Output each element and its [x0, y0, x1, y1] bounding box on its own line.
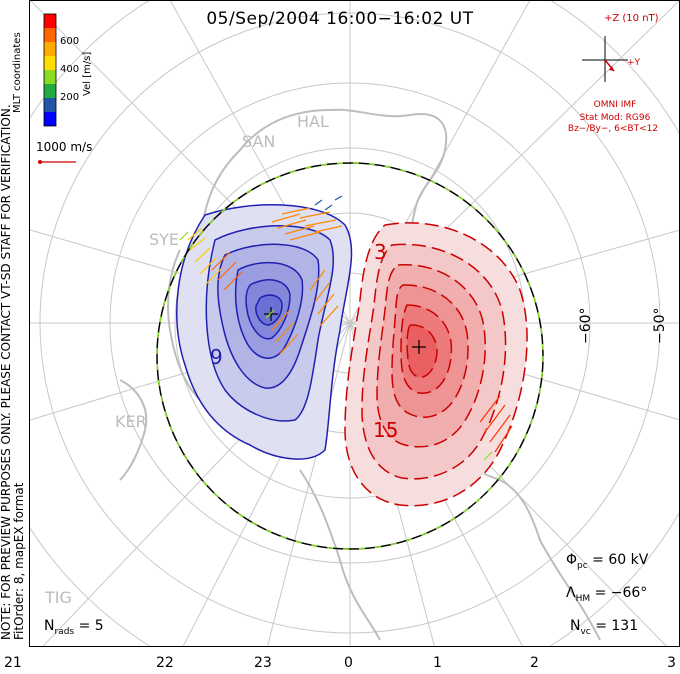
colorbar-tick-600: 600: [60, 36, 80, 47]
imf-z-label: +Z (10 nT): [604, 13, 659, 24]
station-tig: TIG: [45, 588, 72, 607]
contour-label-15: 15: [373, 418, 399, 442]
lat-label-50: −50°: [652, 307, 668, 344]
vector-scale: [38, 160, 76, 164]
preview-note: NOTE: FOR PREVIEW PURPOSES ONLY. PLEASE …: [0, 104, 26, 640]
imf-clock: [582, 36, 628, 82]
imf-y-label: +Y: [627, 58, 641, 68]
mlt-tick-0: 0: [344, 655, 353, 671]
mlt-tick-23: 23: [254, 655, 272, 671]
station-sye: SYE: [149, 230, 180, 249]
contour-label-9: 9: [210, 345, 223, 369]
potential-max-marker: [412, 340, 426, 354]
hm-boundary-green: [156, 162, 544, 550]
vector-scale-label: 1000 m/s: [36, 140, 93, 154]
cross-polar-potential: Φpc = 60 kV: [566, 552, 649, 571]
negative-potential-cell: [176, 204, 353, 460]
colorbar-tick-400: 400: [60, 64, 80, 75]
imf-source: OMNI IMF: [593, 100, 637, 110]
mlt-tick-21: 21: [4, 655, 22, 671]
colorbar-title: Vel [m/s]: [82, 51, 93, 96]
map-title: 05/Sep/2004 16:00−16:02 UT: [206, 9, 474, 29]
station-san: SAN: [242, 132, 276, 151]
mlt-tick-22: 22: [156, 655, 174, 671]
imf-model-line2: Bz−/By−, 6<BT<12: [567, 124, 659, 134]
colorbar-tick-200: 200: [60, 92, 80, 103]
lat-label-60: −60°: [578, 307, 594, 344]
contour-label-3: 3: [374, 240, 387, 264]
antarctic-coastline: [119, 108, 601, 641]
positive-potential-cell: [344, 222, 528, 507]
mlt-tick-2: 2: [530, 655, 539, 671]
radar-count: Nrads = 5: [44, 618, 104, 637]
station-hal: HAL: [297, 112, 329, 131]
velocity-vectors: [179, 195, 513, 461]
coordinates-label: MLT coordinates: [12, 32, 23, 113]
potential-min-marker: [264, 307, 278, 321]
imf-model-line1: Stat Mod: RG96: [579, 113, 651, 123]
vector-count: Nvc = 131: [570, 618, 639, 637]
mlt-tick-3: 3: [667, 655, 676, 671]
fit-order-note: FitOrder: 8, mapEX format: [12, 482, 26, 640]
hm-boundary-latitude: ΛHM = −66°: [566, 585, 648, 604]
velocity-colorbar: [43, 13, 57, 127]
station-ker: KER: [115, 412, 147, 431]
mlt-tick-1: 1: [433, 655, 442, 671]
